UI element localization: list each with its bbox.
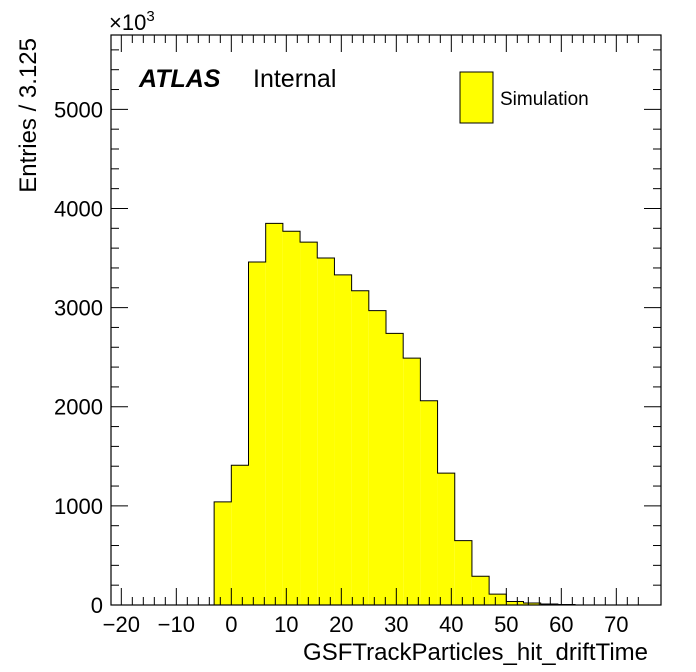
x-tick-label: −20 [103, 612, 140, 637]
x-tick-label: −10 [158, 612, 195, 637]
y-tick-labels: 0 1000 2000 3000 4000 5000 [54, 97, 103, 618]
plot-frame [110, 34, 662, 606]
histogram-bin [317, 258, 335, 605]
legend-label-simulation: Simulation [500, 89, 589, 110]
histogram-bin [248, 262, 266, 605]
histogram-bars [213, 222, 576, 606]
histogram-bin [454, 540, 472, 605]
histogram-bin [265, 223, 283, 605]
x-tick-label: 40 [439, 612, 463, 637]
x-tick-label: 30 [384, 612, 408, 637]
y-axis-label: Entries / 3.125 [15, 38, 42, 193]
axis-ticks [111, 35, 661, 606]
legend: Simulation [459, 71, 589, 124]
histogram-bin [300, 242, 318, 605]
histogram-bin [368, 310, 386, 605]
y-tick-label: 5000 [54, 97, 103, 122]
y-multiplier: ×103 [109, 8, 155, 35]
histogram-bin [403, 358, 421, 605]
y-tick-label: 2000 [54, 395, 103, 420]
histogram-bin [351, 290, 369, 605]
histogram-bin [437, 473, 455, 605]
status-label: Internal [253, 65, 336, 93]
x-axis-label: GSFTrackParticles_hit_driftTime [303, 639, 648, 666]
y-tick-label: 4000 [54, 196, 103, 221]
histogram-bin [471, 576, 490, 605]
x-tick-label: 50 [494, 612, 518, 637]
atlas-label: ATLAS [138, 65, 221, 93]
histogram-bin [214, 501, 232, 605]
x-tick-label: 10 [274, 612, 298, 637]
y-tick-label: 3000 [54, 296, 103, 321]
histogram-bin [334, 274, 352, 605]
x-tick-label: 0 [225, 612, 237, 637]
histogram-bin [231, 465, 249, 605]
histogram-bin [506, 601, 524, 605]
histogram-bin [282, 231, 301, 605]
histogram-bin [489, 594, 507, 605]
x-tick-label: 20 [329, 612, 353, 637]
legend-swatch-simulation [459, 71, 494, 124]
y-tick-label: 0 [91, 593, 103, 618]
y-tick-label: 1000 [54, 494, 103, 519]
x-tick-labels: −20 −10 0 10 20 30 40 50 60 70 [103, 612, 629, 637]
histogram-outline [213, 222, 576, 606]
x-tick-label: 60 [549, 612, 573, 637]
histogram-bin [523, 603, 541, 605]
histogram-bin [386, 333, 404, 605]
histogram-bin [420, 400, 438, 605]
x-tick-label: 70 [604, 612, 628, 637]
